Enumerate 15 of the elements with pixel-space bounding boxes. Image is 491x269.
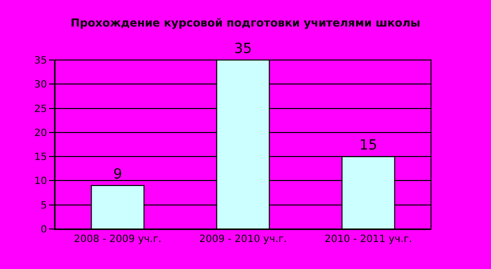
data-label: 35 <box>234 41 252 57</box>
data-label: 9 <box>113 166 122 183</box>
data-label: 15 <box>359 138 378 154</box>
y-tick-label: 10 <box>34 176 47 188</box>
y-tick-label: 20 <box>34 128 47 139</box>
y-tick-label: 35 <box>34 56 47 66</box>
y-tick-label: 15 <box>34 152 47 164</box>
y-tick-label: 5 <box>40 200 47 212</box>
chart-title: Прохождение курсовой подготовки учителями школы <box>70 16 420 30</box>
x-tick-label: 2010 - 2011 уч.г. <box>324 234 412 245</box>
y-tick-label: 0 <box>40 224 47 236</box>
x-tick-label: 2009 - 2010 уч.г. <box>199 234 287 245</box>
x-tick-label: 2008 - 2009 уч.г. <box>74 234 162 245</box>
y-tick-label: 30 <box>34 80 47 91</box>
y-tick-label: 25 <box>34 104 47 115</box>
